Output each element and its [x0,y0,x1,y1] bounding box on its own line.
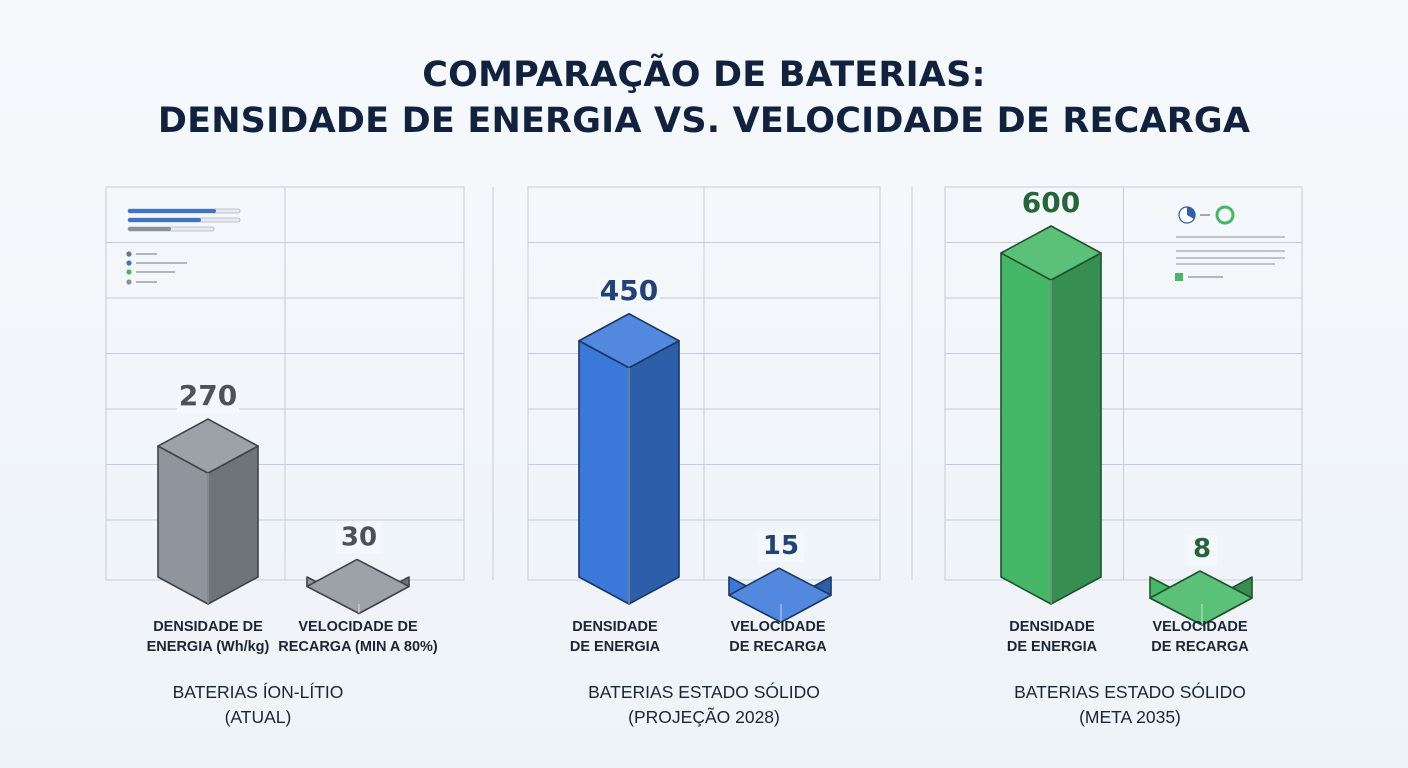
legend-dot-icon [126,279,132,285]
value-label-g0-b1: 30 [341,522,377,552]
value-label-g1-b0: 450 [600,274,658,307]
pie-slice-icon [1187,206,1196,219]
donut-icon [1215,205,1235,225]
mini-bar-fill-2 [128,227,171,231]
value-label-bg-g2-b0 [1020,190,1082,220]
bar-g1-b0-top [578,312,680,369]
bar-label-g1-b1: VELOCIDADE DE RECARGA [729,619,827,655]
bar-label-g1-b0: DENSIDADE DE ENERGIA [569,619,661,655]
value-label-bg-g0-b1 [336,523,382,554]
bar-label-g2-b1: VELOCIDADE DE RECARGA [1151,619,1249,655]
bar-label-g0-b1: VELOCIDADE DE RECARGA (MIN A 80%) [278,619,438,655]
bar-label-g0-b0: DENSIDADE DE ENERGIA (Wh/kg) [146,619,270,655]
legend-square-icon [1175,273,1183,281]
bar-g2-b0-side [1050,252,1102,605]
value-label-g0-b0: 270 [179,379,237,412]
bar-g0-b1-top [306,558,410,615]
bar-g2-b0-front [1000,252,1052,605]
mini-bar-fill-0 [128,209,216,213]
value-label-g2-b1: 8 [1193,534,1211,564]
bar-g2-b0-top [1000,225,1102,281]
group-label-0: BATERIAS ÍON-LÍTIO (ATUAL) [172,682,344,727]
bar-g0-b0-top [157,418,259,474]
value-label-g2-b0: 600 [1022,186,1080,219]
bar-g1-b0-side [628,339,680,605]
legend-dot-icon [126,251,132,257]
group-label-1: BATERIAS ESTADO SÓLIDO (PROJEÇÃO 2028) [588,682,820,727]
value-label-bg-g0-b0 [177,383,239,414]
chart-title: COMPARAÇÃO DE BATERIAS: DENSIDADE DE ENE… [0,52,1408,144]
legend-dot-icon [126,269,132,275]
bar-g1-b0-front [578,339,630,605]
value-label-bg-g1-b0 [598,277,660,308]
mini-bar-fill-1 [128,218,201,222]
chart-title-line2: DENSIDADE DE ENERGIA VS. VELOCIDADE DE R… [157,101,1251,141]
value-label-bg-g1-b1 [758,532,804,563]
group-label-2: BATERIAS ESTADO SÓLIDO (META 2035) [1014,682,1246,727]
legend-dot-icon [126,260,132,266]
bar-label-g2-b0: DENSIDADE DE ENERGIA [1006,619,1098,655]
chart-title-line1: COMPARAÇÃO DE BATERIAS: [422,55,986,95]
bar-g1-b1-top [728,567,832,624]
bar-g2-b1-top [1149,570,1253,626]
value-label-bg-g2-b1 [1187,535,1217,565]
value-label-g1-b1: 15 [763,531,799,561]
